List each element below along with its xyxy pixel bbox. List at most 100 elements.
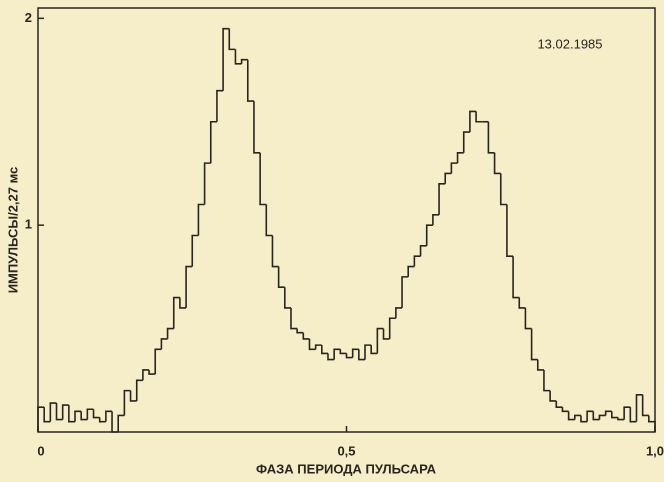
histogram-step: [407, 265, 415, 277]
histogram-step: [395, 307, 403, 319]
histogram-step: [296, 328, 304, 334]
histogram-step: [166, 327, 174, 339]
histogram-step: [456, 151, 464, 164]
y-tick-label: 2: [25, 10, 32, 25]
histogram-step: [586, 410, 594, 422]
histogram-step: [290, 307, 298, 330]
date-annotation: 13.02.1985: [537, 36, 602, 51]
histogram-step: [123, 389, 131, 416]
histogram-step: [80, 411, 88, 421]
histogram-step: [561, 407, 569, 413]
histogram-step: [265, 204, 273, 237]
histogram-step: [321, 345, 328, 355]
histogram-step: [580, 415, 588, 423]
histogram-step: [37, 406, 45, 432]
histogram-step: [197, 203, 205, 236]
histogram-step: [179, 297, 187, 309]
histogram-step: [246, 59, 254, 102]
x-tick-label: 1,0: [646, 443, 664, 458]
histogram-step: [74, 410, 82, 422]
histogram-step: [240, 58, 248, 64]
histogram-step: [105, 410, 113, 422]
x-tick-label: 0,5: [337, 443, 355, 458]
histogram-step: [524, 307, 532, 330]
histogram-step: [117, 414, 125, 432]
histogram-step: [419, 245, 427, 257]
histogram-step: [567, 411, 575, 421]
histogram-step: [512, 256, 520, 299]
histogram-step: [302, 332, 310, 340]
histogram-step: [98, 417, 106, 423]
histogram-step: [530, 328, 538, 361]
plot-frame: [37, 7, 656, 433]
histogram-step: [549, 390, 557, 402]
y-axis-label: ИМПУЛЬСЫ/2,27 мс: [5, 167, 20, 294]
histogram-step: [370, 345, 378, 355]
x-tick-label: 0: [37, 443, 44, 458]
histogram-step: [629, 407, 637, 423]
histogram-step: [228, 28, 236, 51]
histogram-step: [611, 411, 618, 419]
histogram-step: [308, 338, 316, 351]
histogram-step: [648, 415, 656, 432]
histogram-step: [536, 359, 544, 371]
y-tick-label: 1: [25, 217, 32, 232]
histogram-step: [61, 404, 69, 420]
histogram-step: [259, 152, 267, 206]
histogram-step: [111, 411, 119, 433]
histogram-step: [518, 297, 526, 309]
histogram-step: [148, 369, 156, 375]
histogram-step: [364, 344, 372, 360]
histogram-step: [462, 131, 470, 153]
histogram-step: [333, 348, 341, 360]
histogram-step: [617, 417, 625, 421]
histogram-step: [203, 162, 211, 205]
histogram-step: [154, 348, 162, 375]
histogram-step: [49, 402, 57, 422]
histogram-step: [142, 369, 150, 381]
histogram-step: [641, 394, 649, 417]
histogram-step: [135, 379, 143, 401]
histogram-step: [284, 287, 291, 309]
histogram-step: [598, 414, 606, 420]
histogram-step: [209, 120, 217, 164]
histogram-step: [438, 183, 446, 215]
histogram-step: [388, 317, 396, 339]
histogram-step: [191, 234, 199, 267]
histogram-step: [401, 276, 409, 308]
histogram-step: [92, 409, 100, 419]
histogram-step: [635, 393, 643, 422]
histogram-step: [339, 349, 347, 355]
histogram-step: [506, 204, 514, 257]
histogram-step: [327, 353, 335, 361]
histogram-step: [499, 173, 507, 206]
histogram-step: [55, 403, 63, 421]
histogram-step: [160, 338, 168, 350]
histogram-step: [271, 235, 279, 268]
histogram-step: [592, 411, 600, 421]
histogram-step: [216, 89, 224, 122]
histogram-step: [314, 344, 322, 350]
histogram-step: [444, 172, 452, 184]
histogram-step: [413, 255, 421, 267]
histogram-step: [172, 296, 180, 329]
histogram-step: [277, 266, 285, 289]
histogram-step: [43, 407, 51, 423]
histogram-step: [555, 400, 563, 408]
histogram-step: [351, 348, 359, 358]
histogram-step: [543, 369, 551, 392]
histogram-step: [475, 111, 483, 123]
histogram-step: [129, 390, 137, 402]
histogram-step: [222, 27, 230, 91]
histogram-step: [234, 49, 242, 65]
histogram-step: [450, 162, 458, 174]
histogram-step: [469, 110, 477, 133]
histogram-step: [68, 405, 76, 423]
histogram-step: [253, 101, 261, 154]
histogram-step: [604, 410, 612, 416]
x-axis-label: ФАЗА ПЕРИОДА ПУЛЬСАРА: [256, 461, 437, 476]
histogram-step: [382, 328, 390, 340]
histogram-step: [185, 265, 193, 308]
histogram-step: [623, 406, 631, 420]
